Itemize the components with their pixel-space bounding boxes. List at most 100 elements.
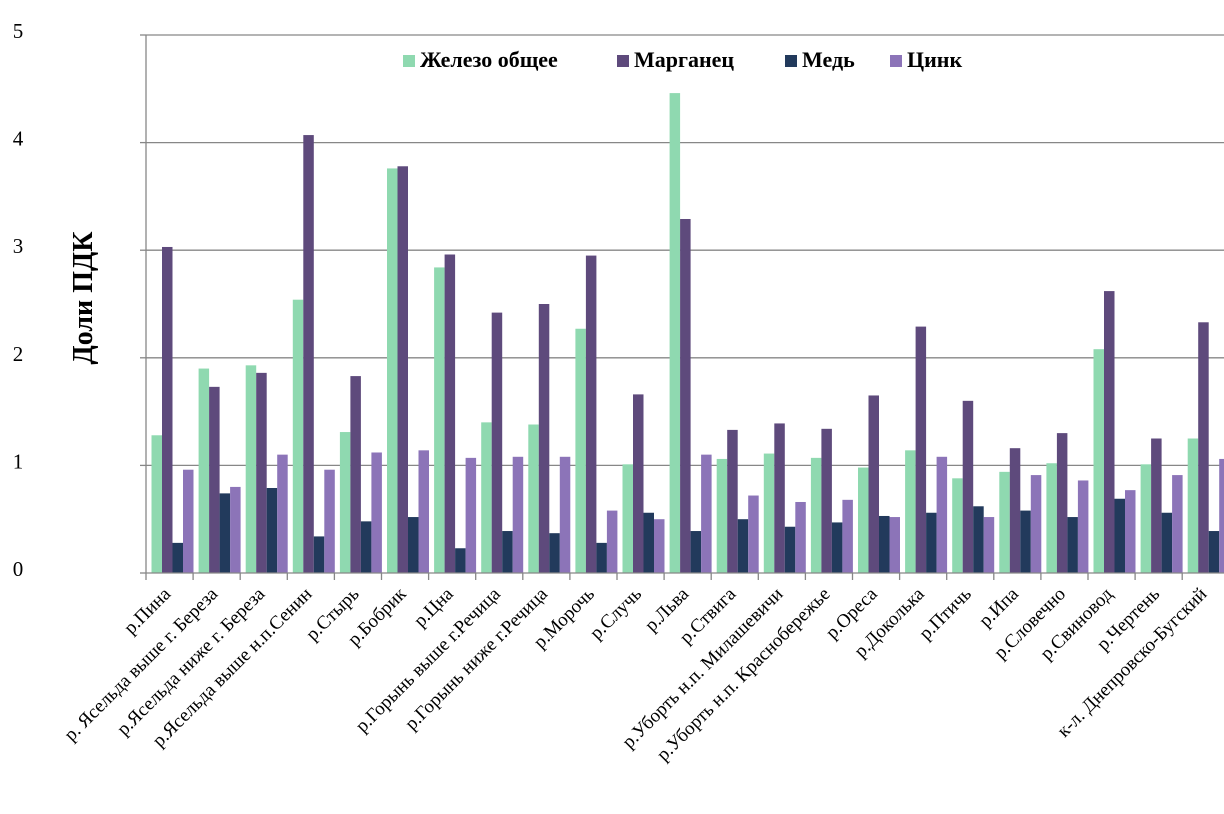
- legend-swatch: [617, 55, 629, 67]
- bars: [152, 93, 1224, 573]
- bar: [256, 373, 267, 573]
- legend: Железо общее Марганец Медь Цинк: [403, 47, 962, 72]
- bar: [575, 329, 586, 573]
- bar: [492, 313, 503, 573]
- bar: [1115, 499, 1126, 573]
- bar: [361, 521, 372, 573]
- bar: [528, 425, 539, 573]
- bar: [1172, 475, 1183, 573]
- bar: [727, 430, 738, 573]
- bar: [539, 304, 550, 573]
- bar: [199, 369, 210, 573]
- legend-label: Железо общее: [420, 47, 558, 72]
- bar: [209, 387, 220, 573]
- bar: [560, 457, 571, 573]
- bar: [455, 548, 466, 573]
- bar: [350, 376, 361, 573]
- bar: [937, 457, 948, 573]
- bar: [1125, 490, 1136, 573]
- bar: [152, 435, 163, 573]
- bar: [644, 513, 655, 573]
- bar: [795, 502, 806, 573]
- x-tick-label: р.Случь: [586, 583, 646, 643]
- bar: [905, 450, 916, 573]
- bar: [633, 394, 644, 573]
- bar: [717, 459, 728, 573]
- bar: [1057, 433, 1068, 573]
- bar: [434, 267, 445, 573]
- bar: [340, 432, 351, 573]
- bar: [842, 500, 853, 573]
- bar: [654, 519, 665, 573]
- bar: [890, 517, 901, 573]
- y-tick-label: 4: [13, 127, 24, 151]
- bar: [738, 519, 749, 573]
- bar: [303, 135, 314, 573]
- bar: [586, 256, 597, 573]
- bar: [1188, 439, 1199, 574]
- bar: [162, 247, 173, 573]
- legend-swatch: [403, 55, 415, 67]
- bar: [419, 450, 430, 573]
- bar: [999, 472, 1010, 573]
- legend-label: Цинк: [907, 47, 962, 72]
- bar: [549, 533, 560, 573]
- bar: [764, 454, 775, 573]
- y-tick-label: 2: [13, 342, 24, 366]
- bar: [1031, 475, 1042, 573]
- bar: [879, 516, 890, 573]
- y-tick-label: 5: [13, 19, 24, 43]
- legend-label: Марганец: [634, 47, 734, 72]
- bar: [387, 168, 398, 573]
- bar: [1198, 322, 1209, 573]
- bar: [230, 487, 241, 573]
- bar: [607, 511, 618, 573]
- bar: [926, 513, 937, 573]
- bar: [1209, 531, 1220, 573]
- bar: [267, 488, 278, 573]
- bar: [408, 517, 419, 573]
- bar: [748, 496, 759, 573]
- bar: [1078, 480, 1089, 573]
- x-tick-label: р.Птичь: [915, 583, 976, 644]
- y-tick-label: 0: [13, 557, 24, 581]
- bar: [1104, 291, 1115, 573]
- bar: [984, 517, 995, 573]
- bar: [623, 464, 634, 573]
- bar: [670, 93, 681, 573]
- y-tick-label: 3: [13, 234, 24, 258]
- bar: [173, 543, 184, 573]
- bar: [869, 395, 880, 573]
- bar: [324, 470, 335, 573]
- bar: [916, 327, 927, 573]
- bar: [701, 455, 712, 573]
- bar: [1067, 517, 1078, 573]
- legend-swatch: [890, 55, 902, 67]
- bar: [398, 166, 409, 573]
- bar: [821, 429, 832, 573]
- bar: [691, 531, 702, 573]
- bar: [445, 255, 456, 573]
- bar: [973, 506, 984, 573]
- bar: [293, 300, 304, 573]
- bar: [1010, 448, 1021, 573]
- bar: [952, 478, 963, 573]
- bar: [1094, 349, 1105, 573]
- bar: [680, 219, 691, 573]
- bar: [1046, 463, 1057, 573]
- bar: [277, 455, 288, 573]
- bar: [220, 493, 231, 573]
- bar: [246, 365, 257, 573]
- bar: [832, 522, 843, 573]
- bar: [1151, 439, 1162, 574]
- bar: [466, 458, 477, 573]
- bar: [596, 543, 607, 573]
- bar: [481, 422, 492, 573]
- legend-swatch: [785, 55, 797, 67]
- y-axis-label: Доли ПДК: [68, 231, 99, 365]
- legend-label: Медь: [802, 47, 855, 72]
- bar: [183, 470, 194, 573]
